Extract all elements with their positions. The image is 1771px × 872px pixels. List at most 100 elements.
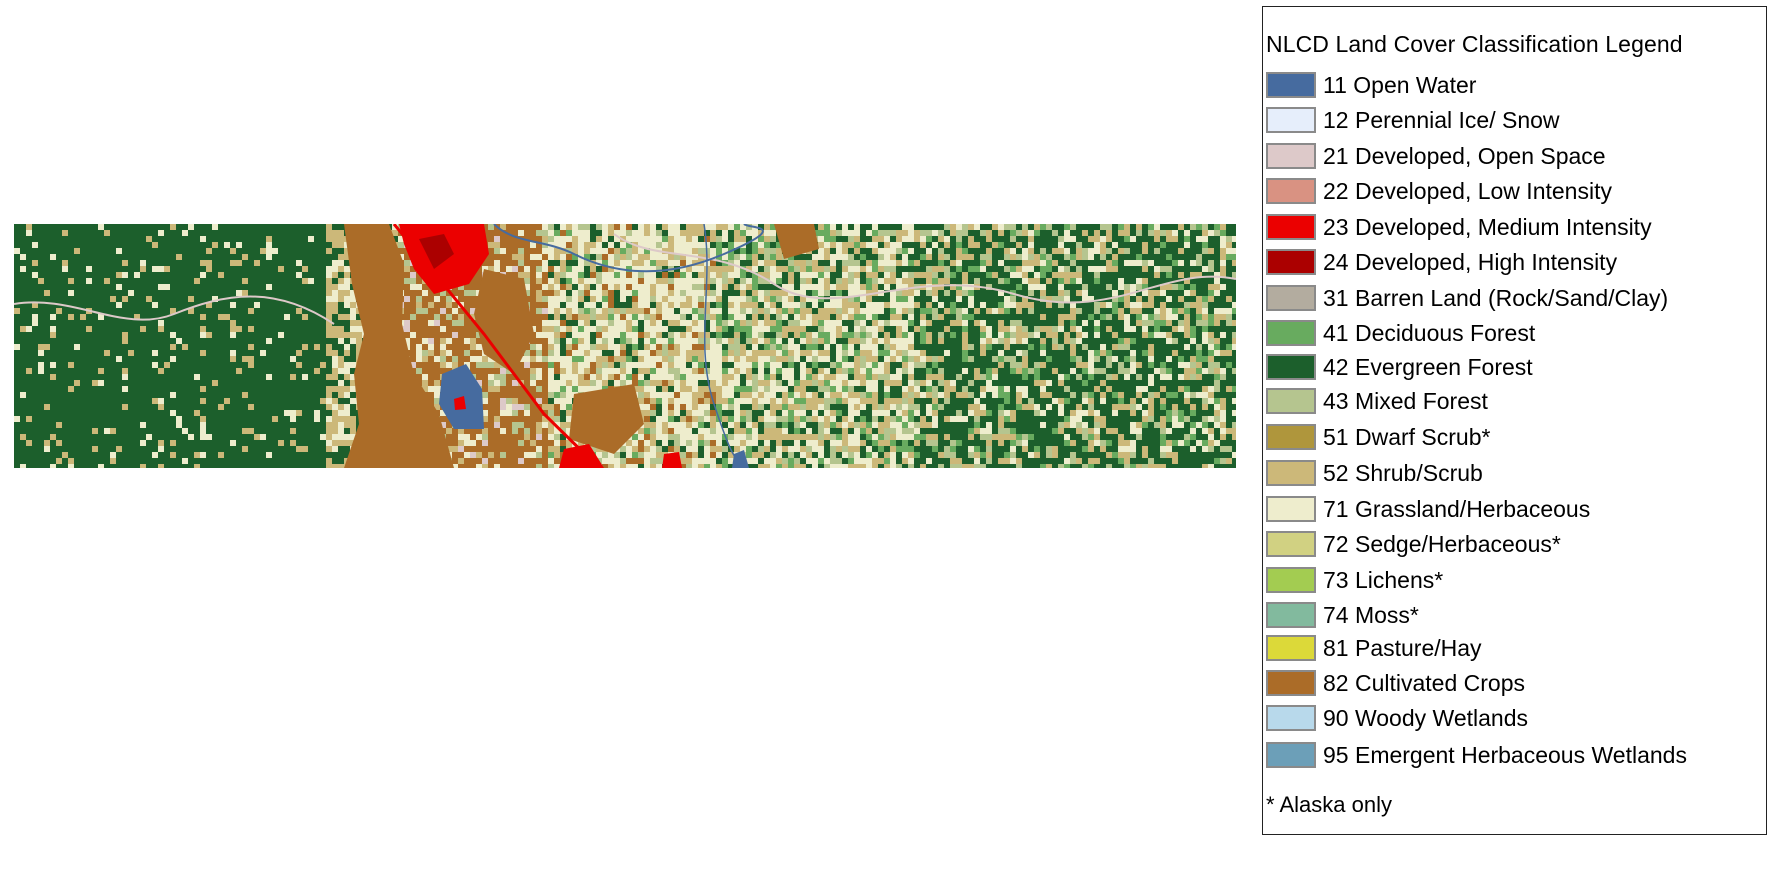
land-cover-cell	[98, 350, 104, 356]
land-cover-cell	[350, 296, 356, 302]
land-cover-cell	[110, 242, 116, 248]
land-cover-cell	[68, 362, 74, 368]
land-cover-cell	[1226, 260, 1232, 266]
land-cover-cell	[602, 272, 608, 278]
land-cover-cell	[20, 320, 26, 326]
land-cover-cell	[1076, 224, 1082, 230]
land-cover-cell	[1178, 242, 1184, 248]
land-cover-cell	[986, 356, 992, 362]
land-cover-cell	[578, 344, 584, 350]
land-cover-cell	[458, 314, 464, 320]
land-cover-cell	[572, 230, 578, 236]
land-cover-cell	[152, 236, 158, 242]
land-cover-cell	[740, 230, 746, 236]
land-cover-cell	[830, 308, 836, 314]
land-cover-cell	[704, 344, 710, 350]
land-cover-cell	[716, 284, 722, 290]
land-cover-cell	[1058, 332, 1064, 338]
land-cover-cell	[764, 356, 770, 362]
land-cover-cell	[908, 350, 914, 356]
land-cover-cell	[938, 350, 944, 356]
land-cover-cell	[968, 266, 974, 272]
land-cover-cell	[536, 356, 542, 362]
land-cover-cell	[998, 302, 1004, 308]
land-cover-cell	[80, 368, 86, 374]
land-cover-cell	[248, 224, 254, 230]
land-cover-cell	[68, 266, 74, 272]
land-cover-cell	[776, 338, 782, 344]
land-cover-cell	[782, 266, 788, 272]
land-cover-cell	[866, 338, 872, 344]
land-cover-cell	[1124, 254, 1130, 260]
land-cover-cell	[758, 302, 764, 308]
land-cover-cell	[710, 320, 716, 326]
land-cover-cell	[1148, 326, 1154, 332]
land-cover-cell	[662, 314, 668, 320]
land-cover-cell	[1064, 260, 1070, 266]
land-cover-cell	[974, 242, 980, 248]
land-cover-cell	[416, 326, 422, 332]
land-cover-cell	[44, 284, 50, 290]
land-cover-cell	[488, 230, 494, 236]
land-cover-cell	[242, 224, 248, 230]
land-cover-cell	[1022, 236, 1028, 242]
land-cover-cell	[134, 326, 140, 332]
land-cover-cell	[920, 290, 926, 296]
land-cover-cell	[218, 254, 224, 260]
land-cover-cell	[1232, 332, 1236, 338]
land-cover-cell	[86, 284, 92, 290]
land-cover-cell	[758, 266, 764, 272]
land-cover-cell	[410, 362, 416, 368]
land-cover-cell	[1136, 356, 1142, 362]
land-cover-cell	[1016, 254, 1022, 260]
land-cover-cell	[326, 290, 332, 296]
land-cover-cell	[716, 350, 722, 356]
land-cover-cell	[32, 284, 38, 290]
land-cover-cell	[620, 320, 626, 326]
land-cover-cell	[224, 302, 230, 308]
land-cover-cell	[80, 224, 86, 230]
land-cover-cell	[320, 254, 326, 260]
land-cover-cell	[182, 362, 188, 368]
land-cover-cell	[1142, 290, 1148, 296]
land-cover-cell	[326, 248, 332, 254]
land-cover-cell	[986, 230, 992, 236]
land-cover-cell	[782, 302, 788, 308]
land-cover-cell	[1178, 296, 1184, 302]
land-cover-cell	[842, 290, 848, 296]
land-cover-cell	[236, 350, 242, 356]
land-cover-cell	[68, 260, 74, 266]
land-cover-cell	[464, 284, 470, 290]
land-cover-cell	[1178, 344, 1184, 350]
land-cover-cell	[560, 242, 566, 248]
land-cover-cell	[926, 350, 932, 356]
land-cover-cell	[554, 236, 560, 242]
land-cover-cell	[596, 224, 602, 230]
land-cover-cell	[1172, 260, 1178, 266]
land-cover-cell	[32, 320, 38, 326]
land-cover-cell	[638, 302, 644, 308]
land-cover-cell	[158, 230, 164, 236]
land-cover-cell	[824, 320, 830, 326]
land-cover-cell	[758, 314, 764, 320]
land-cover-cell	[308, 260, 314, 266]
land-cover-cell	[674, 242, 680, 248]
land-cover-cell	[302, 350, 308, 356]
land-cover-cell	[938, 230, 944, 236]
land-cover-cell	[914, 338, 920, 344]
land-cover-cell	[536, 236, 542, 242]
land-cover-cell	[590, 224, 596, 230]
land-cover-cell	[110, 302, 116, 308]
land-cover-cell	[500, 248, 506, 254]
land-cover-cell	[338, 284, 344, 290]
land-cover-cell	[206, 302, 212, 308]
land-cover-cell	[524, 248, 530, 254]
land-cover-cell	[902, 254, 908, 260]
land-cover-cell	[68, 236, 74, 242]
land-cover-cell	[1214, 326, 1220, 332]
land-cover-cell	[140, 290, 146, 296]
land-cover-cell	[770, 332, 776, 338]
land-cover-cell	[998, 314, 1004, 320]
land-cover-cell	[110, 368, 116, 374]
land-cover-cell	[470, 344, 476, 350]
